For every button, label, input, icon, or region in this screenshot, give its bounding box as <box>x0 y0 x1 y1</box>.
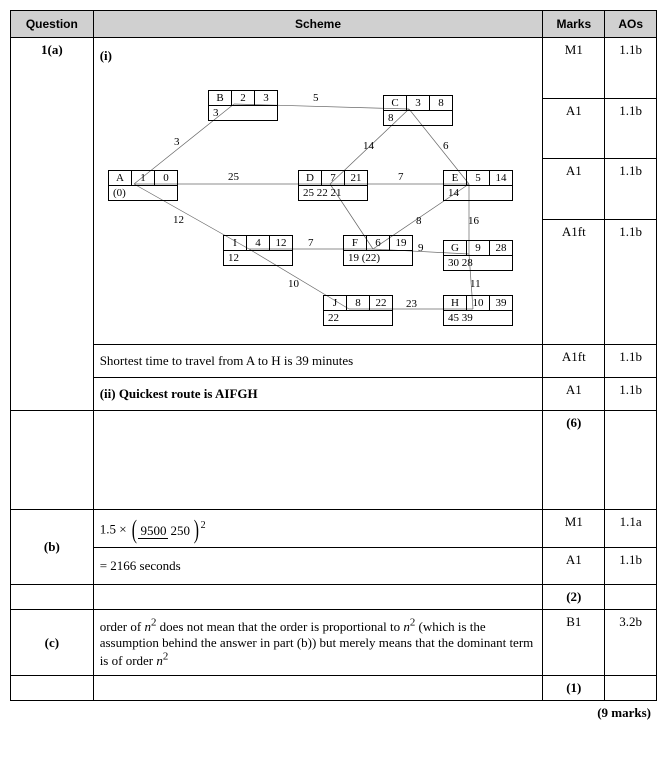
aos-a-5: 1.1b <box>605 378 657 411</box>
q-blank-b <box>11 585 94 610</box>
edge-label: 7 <box>398 171 404 183</box>
node-C: C388 <box>383 95 453 126</box>
scheme-1c: order of n2 does not mean that the order… <box>93 610 543 676</box>
aos-c: 3.2b <box>605 610 657 676</box>
mark-a-4: A1ft <box>543 345 605 378</box>
edge-label: 16 <box>468 215 479 227</box>
b-fraction: 9500250 <box>138 524 192 538</box>
node-A: A10(0) <box>108 170 178 201</box>
edge-label: 12 <box>173 214 184 226</box>
edge-label: 7 <box>308 237 314 249</box>
q-1b: (b) <box>11 510 94 585</box>
mark-scheme-table: Question Scheme Marks AOs 1(a) (i) A10(0… <box>10 10 657 701</box>
frac-num: 9500 <box>138 523 168 539</box>
edge-label: 8 <box>416 215 422 227</box>
subtotal-a: (6) <box>543 411 605 510</box>
grand-total: (9 marks) <box>10 701 657 721</box>
edge-label: 10 <box>288 278 299 290</box>
node-F: F61919 (22) <box>343 235 413 266</box>
q-1a: 1(a) <box>11 38 94 411</box>
q-blank-c <box>11 675 94 700</box>
node-E: E51414 <box>443 170 513 201</box>
node-J: J82222 <box>323 295 393 326</box>
aos-blank-b <box>605 585 657 610</box>
scheme-blank-b <box>93 585 543 610</box>
header-scheme: Scheme <box>93 11 543 38</box>
node-D: D72125 22 21 <box>298 170 368 201</box>
scheme-blank-c <box>93 675 543 700</box>
aos-a-4: 1.1b <box>605 345 657 378</box>
edge-label: 3 <box>174 136 180 148</box>
dijkstra-diagram: A10(0) B233 C388 D72125 22 21 E51414 I41212 F6… <box>108 70 528 330</box>
header-question: Question <box>11 11 94 38</box>
aos-a-1: 1.1b <box>605 98 657 159</box>
node-H: H103945 39 <box>443 295 513 326</box>
edge-label: 5 <box>313 92 319 104</box>
scheme-1b-line2: = 2166 seconds <box>93 548 543 585</box>
node-B: B233 <box>208 90 278 121</box>
q-1c: (c) <box>11 610 94 676</box>
scheme-1a-route: (ii) Quickest route is AIFGH <box>93 378 543 411</box>
aos-a-0: 1.1b <box>605 38 657 99</box>
part-ii-text: (ii) Quickest route is AIFGH <box>100 386 258 401</box>
mark-a-3: A1ft <box>543 220 605 345</box>
subtotal-b: (2) <box>543 585 605 610</box>
header-marks: Marks <box>543 11 605 38</box>
aos-a-3: 1.1b <box>605 220 657 345</box>
edge-label: 25 <box>228 171 239 183</box>
c-text: order of n2 does not mean that the order… <box>100 619 534 668</box>
b-exp: 2 <box>201 520 206 531</box>
header-aos: AOs <box>605 11 657 38</box>
aos-blank-a <box>605 411 657 510</box>
mark-b-1: A1 <box>543 548 605 585</box>
frac-den: 250 <box>168 523 192 538</box>
mark-a-5: A1 <box>543 378 605 411</box>
scheme-1b-line1: 1.5 × (9500250)2 <box>93 510 543 548</box>
edge-label: 9 <box>418 242 424 254</box>
node-G: G92830 28 <box>443 240 513 271</box>
edge-label: 14 <box>363 140 374 152</box>
q-blank-a <box>11 411 94 510</box>
mark-b-0: M1 <box>543 510 605 548</box>
edge-label: 11 <box>470 278 481 290</box>
subtotal-c: (1) <box>543 675 605 700</box>
mark-a-2: A1 <box>543 159 605 220</box>
node-I: I41212 <box>223 235 293 266</box>
aos-b-1: 1.1b <box>605 548 657 585</box>
mark-a-0: M1 <box>543 38 605 99</box>
part-i-label: (i) <box>100 48 537 64</box>
aos-a-2: 1.1b <box>605 159 657 220</box>
scheme-blank-a <box>93 411 543 510</box>
scheme-1a-diagram-cell: (i) A10(0) B233 C388 D72125 22 21 E51414 I412… <box>93 38 543 345</box>
aos-blank-c <box>605 675 657 700</box>
scheme-1a-shortest: Shortest time to travel from A to H is 3… <box>93 345 543 378</box>
mark-a-1: A1 <box>543 98 605 159</box>
mark-c: B1 <box>543 610 605 676</box>
b-prefix: 1.5 × <box>100 521 127 536</box>
aos-b-0: 1.1a <box>605 510 657 548</box>
edge-label: 23 <box>406 298 417 310</box>
edge-label: 6 <box>443 140 449 152</box>
